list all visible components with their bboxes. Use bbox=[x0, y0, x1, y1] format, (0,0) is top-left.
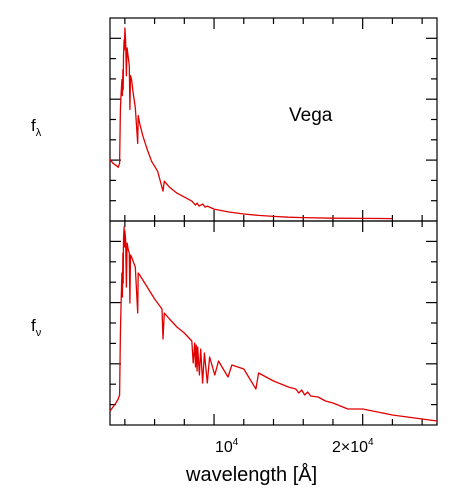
xtick-label-2e4-base: 2×10 bbox=[332, 439, 368, 456]
bottom-panel-frame bbox=[109, 220, 438, 426]
top-ylabel-sub: λ bbox=[36, 127, 42, 139]
xtick-label-1e4-base: 10 bbox=[215, 439, 233, 456]
xtick-label-2e4-exp: 4 bbox=[368, 437, 374, 448]
bottom-spectrum-line bbox=[109, 226, 438, 422]
bottom-ylabel: fν bbox=[31, 316, 42, 339]
bottom-ylabel-sub: ν bbox=[36, 327, 42, 339]
x-axis-label: wavelength [Å] bbox=[185, 463, 317, 486]
vega-annotation: Vega bbox=[289, 105, 333, 126]
top-panel-frame bbox=[109, 17, 438, 222]
bottom-ylabel-main: f bbox=[31, 316, 36, 335]
top-ylabel-main: f bbox=[31, 116, 36, 135]
top-spectrum-line bbox=[109, 27, 393, 220]
xtick-label-1e4: 104 bbox=[215, 437, 239, 456]
xtick-label-2e4: 2×104 bbox=[332, 437, 374, 456]
xtick-label-1e4-exp: 4 bbox=[233, 437, 239, 448]
top-ylabel: fλ bbox=[31, 116, 42, 139]
